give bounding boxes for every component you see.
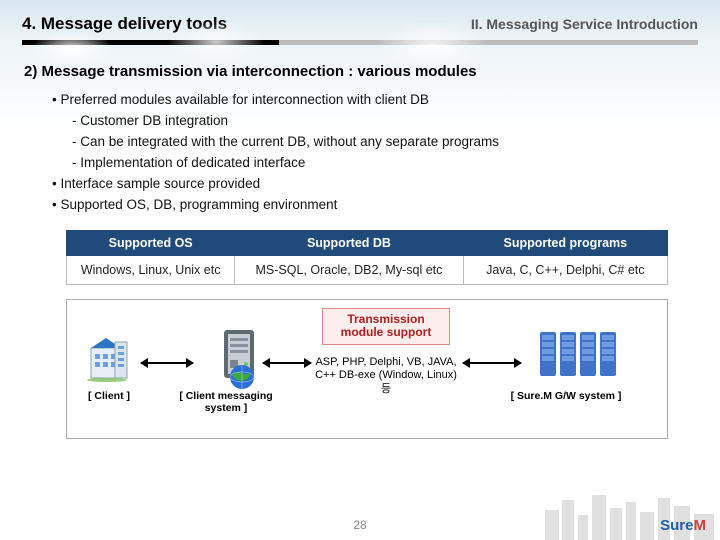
bullet-item: • Interface sample source provided [52,174,680,195]
globe-icon [229,364,255,390]
arrow-client-cms [141,362,193,364]
tech-list: ASP, PHP, Delphi, VB, JAVA, C++ DB-exe (… [315,356,457,397]
arrow-cms-module [263,362,311,364]
cms-label: [ Client messaging system ] [171,390,281,414]
brand-m: M [694,517,707,534]
diagram: [ Client ] [ Client messaging system ] T… [66,299,668,439]
gw-node: [ Sure.M G/W system ] [527,328,631,402]
page-number: 28 [0,518,720,532]
server-racks-icon [540,328,618,382]
td-db: MS-SQL, Oracle, DB2, My-sql etc [235,255,463,284]
arrow-module-gw [463,362,521,364]
footer-logo: SureM [660,517,706,534]
building-icon [85,334,133,382]
cms-node: [ Client messaging system ] [201,328,281,414]
bullet-list: • Preferred modules available for interc… [52,90,680,216]
th-os: Supported OS [67,230,235,255]
td-programs: Java, C, C++, Delphi, C# etc [463,255,667,284]
bullet-item: • Preferred modules available for interc… [52,90,680,111]
module-support-box: Transmission module support [322,308,450,346]
background-clouds [0,0,720,70]
client-label: [ Client ] [85,390,133,402]
client-node: [ Client ] [85,334,133,402]
sub-bullet: - Customer DB integration [52,111,680,132]
th-db: Supported DB [235,230,463,255]
support-table: Supported OS Supported DB Supported prog… [66,230,668,285]
gw-label: [ Sure.M G/W system ] [501,390,631,402]
sub-bullet: - Can be integrated with the current DB,… [52,132,680,153]
td-os: Windows, Linux, Unix etc [67,255,235,284]
sub-bullet: - Implementation of dedicated interface [52,153,680,174]
th-programs: Supported programs [463,230,667,255]
brand-sure: Sure [660,517,693,534]
bullet-item: • Supported OS, DB, programming environm… [52,195,680,216]
